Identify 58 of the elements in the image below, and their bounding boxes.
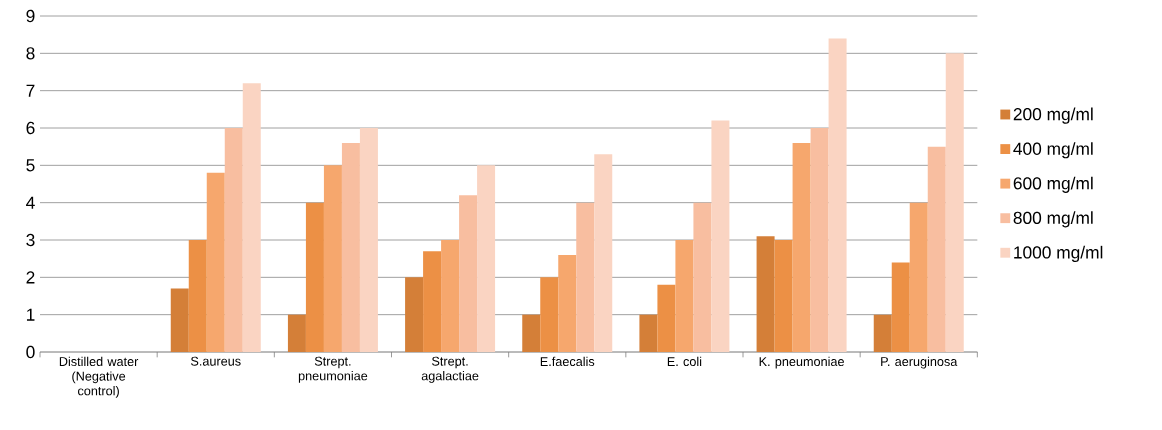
bar — [423, 251, 442, 352]
y-tick-label: 5 — [26, 159, 35, 172]
bar — [873, 314, 892, 352]
bar — [594, 154, 613, 352]
bar — [359, 128, 378, 352]
bar — [657, 284, 676, 352]
bar — [810, 128, 829, 352]
bar — [693, 202, 712, 352]
bar — [224, 128, 243, 352]
bar — [540, 277, 559, 352]
x-tick-label: E.faecalis — [540, 356, 595, 367]
x-tick-label: Strept. agalactiae — [421, 356, 479, 383]
y-tick-label: 4 — [26, 196, 35, 209]
y-tick-label: 9 — [26, 9, 35, 23]
x-tick-label: P. aeruginosa — [881, 356, 958, 369]
bar — [323, 165, 342, 352]
bar — [909, 202, 928, 352]
bar — [639, 314, 658, 352]
bar — [206, 172, 225, 352]
legend-label: 400 mg/ml — [1013, 142, 1093, 159]
bar — [828, 38, 847, 352]
x-tick-label: E. coli — [667, 356, 702, 367]
bar — [188, 240, 207, 352]
legend-label: 600 mg/ml — [1013, 176, 1093, 193]
bar — [792, 142, 811, 352]
x-tick-label: S.aureus — [190, 356, 241, 366]
y-tick-label: 3 — [26, 233, 35, 247]
bar — [927, 146, 946, 352]
bar — [459, 195, 478, 352]
y-tick-label: 0 — [26, 345, 35, 359]
legend-label: 200 mg/ml — [1013, 107, 1093, 124]
y-tick-label: 7 — [26, 84, 35, 97]
bar — [405, 277, 424, 352]
bar — [675, 240, 694, 352]
bar — [522, 314, 541, 352]
bar — [341, 142, 360, 352]
bar — [891, 262, 910, 352]
y-tick-label: 2 — [26, 271, 35, 284]
legend-label: 800 mg/ml — [1013, 211, 1093, 228]
bar — [558, 254, 577, 352]
x-tick-label: K. pneumoniae — [759, 356, 844, 369]
bar — [945, 53, 964, 352]
bar — [756, 236, 775, 352]
bar — [441, 240, 460, 352]
bar — [774, 240, 793, 352]
bar — [287, 314, 306, 352]
y-tick-label: 8 — [26, 47, 35, 60]
bar — [576, 202, 595, 352]
legend-label: 1000 mg/ml — [1014, 245, 1103, 262]
bar — [711, 120, 730, 352]
bar — [305, 202, 324, 352]
y-tick-label: 6 — [26, 121, 35, 135]
bar — [242, 83, 261, 352]
y-tick-label: 1 — [26, 308, 35, 321]
x-tick-label: Distilled water (Negative control) — [59, 356, 139, 398]
bar — [477, 165, 496, 352]
x-tick-label: Strept. pneumoniae — [298, 356, 368, 383]
bar — [170, 288, 189, 352]
